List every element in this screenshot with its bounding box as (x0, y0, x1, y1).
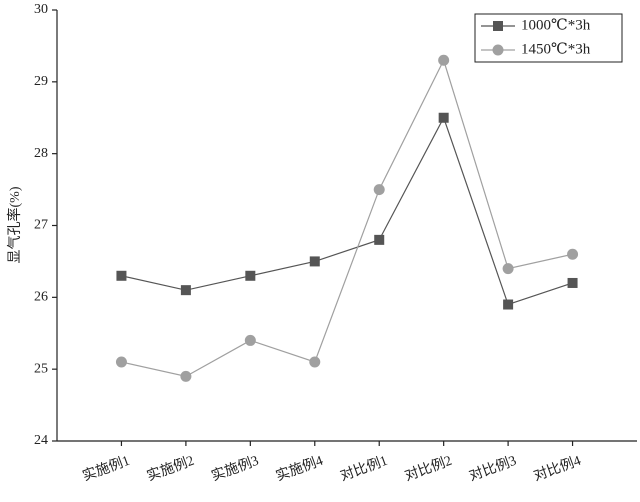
data-point (503, 299, 514, 310)
data-point (116, 270, 127, 281)
data-point (180, 370, 192, 382)
x-tick-label: 对比例2 (403, 453, 455, 485)
legend-label: 1450℃*3h (521, 41, 591, 57)
data-point (374, 234, 385, 245)
y-tick-label: 26 (34, 290, 48, 305)
y-tick-label: 24 (34, 433, 48, 448)
x-tick-label: 对比例1 (338, 453, 390, 485)
legend-marker (492, 44, 504, 56)
x-tick-label: 实施例3 (209, 453, 261, 485)
x-tick-label: 实施例2 (145, 453, 197, 485)
data-point (567, 248, 579, 260)
data-point (244, 334, 256, 346)
y-tick-label: 28 (34, 146, 48, 161)
data-point (567, 277, 578, 288)
data-point (115, 356, 127, 368)
x-tick-label: 实施例4 (274, 453, 326, 485)
data-point (180, 285, 191, 296)
x-tick-label: 对比例3 (467, 453, 519, 485)
y-tick-label: 27 (34, 218, 48, 233)
data-point (502, 263, 514, 275)
series-line (121, 116, 573, 306)
data-point (438, 112, 449, 123)
series-line (121, 58, 573, 377)
data-point (309, 256, 320, 267)
x-tick-label: 实施例1 (80, 453, 132, 485)
data-point (245, 270, 256, 281)
y-tick-label: 29 (34, 74, 48, 89)
y-tick-label: 25 (34, 361, 48, 376)
y-axis-label: 显气孔率(%) (6, 186, 23, 263)
data-point (309, 356, 321, 368)
legend-label: 1000℃*3h (521, 17, 591, 33)
data-point (438, 54, 450, 66)
x-tick-label: 对比例4 (532, 453, 584, 485)
data-point (373, 184, 385, 196)
y-tick-label: 30 (34, 2, 48, 17)
legend-marker (493, 21, 503, 31)
